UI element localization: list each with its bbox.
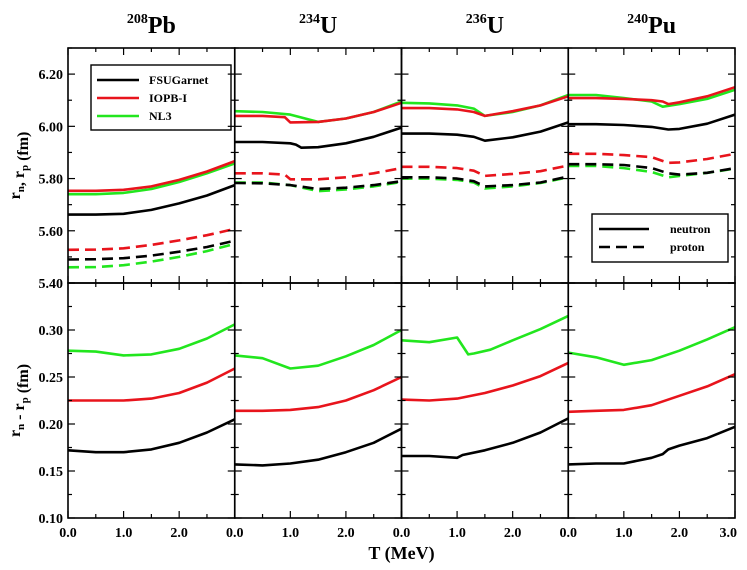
y-tick-label-top: 5.80 [39, 173, 64, 188]
series-240Pu-fsugarnet-proton-radius [568, 162, 736, 176]
axes-labels: 5.40 5.60 5.80 6.00 6.20 0.10 0.15 0.20 0.25 0.30… [7, 68, 737, 564]
series-236U-iopb-i-proton-radius [401, 164, 569, 178]
legend-styles-box [591, 213, 729, 263]
y-tick-label-top: 6.00 [39, 120, 64, 135]
legend-label-neutron: neutron [670, 222, 711, 236]
y-tick-label-bottom: 0.25 [39, 371, 64, 386]
x-tick-label: 0.0 [59, 526, 77, 541]
legend-label-fsugarnet: FSUGarnet [149, 73, 208, 87]
y-tick-label-top: 5.60 [39, 225, 64, 240]
series-208Pb-nl3-proton-radius [67, 242, 236, 269]
series-236U-fsugarnet-skin [401, 417, 569, 460]
panel-frame-bottom [567, 282, 736, 519]
series-234U-iopb-i-skin [234, 375, 403, 413]
panel-title-240Pu: 240Pu [627, 12, 676, 39]
series-208Pb-fsugarnet-skin [67, 418, 236, 454]
y-tick-label-top: 6.20 [39, 68, 64, 83]
plot-area [67, 85, 736, 467]
series-234U-fsugarnet-neutron-radius [234, 126, 402, 149]
series-234U-fsugarnet-skin [234, 427, 403, 467]
x-tick-label: 2.0 [504, 526, 522, 541]
series-240Pu-iopb-i-skin [568, 373, 736, 414]
y-axis-title-top: rn, rp (fm) [7, 132, 32, 200]
panel-title-208Pb: 208Pb [127, 12, 176, 39]
series-208Pb-nl3-skin [67, 323, 236, 357]
panel-title-234U: 234U [299, 12, 337, 39]
x-tick-label: 0.0 [393, 526, 411, 541]
legend-label-proton: proton [670, 240, 705, 254]
x-tick-label: 1.0 [615, 526, 633, 541]
series-234U-nl3-skin [234, 328, 403, 370]
panel-frame-bottom [233, 282, 403, 519]
series-240Pu-fsugarnet-skin [568, 425, 736, 466]
x-tick-label: 3.0 [720, 526, 738, 541]
series-236U-nl3-proton-radius [401, 176, 569, 190]
legend-styles: neutron proton [591, 213, 729, 263]
series-236U-nl3-skin [401, 314, 569, 356]
series-240Pu-nl3-proton-radius [568, 164, 736, 179]
x-tick-label: 0.0 [560, 526, 578, 541]
x-axis-title: T (MeV) [368, 543, 434, 564]
y-axis-title-bottom: rn - rp (fm) [7, 364, 32, 437]
series-234U-iopb-i-neutron-radius [234, 101, 402, 124]
panel-titles: 208Pb 234U 236U 240Pu [127, 12, 676, 39]
series-236U-iopb-i-skin [401, 361, 569, 402]
y-tick-label-bottom: 0.15 [39, 465, 64, 480]
series-234U-fsugarnet-proton-radius [234, 179, 402, 191]
series-208Pb-fsugarnet-neutron-radius [68, 183, 236, 216]
x-tick-label: 1.0 [448, 526, 466, 541]
y-tick-label-bottom: 0.10 [39, 512, 64, 527]
legend-label-nl3: NL3 [149, 109, 172, 123]
x-tick-label: 2.0 [337, 526, 355, 541]
legend-models: FSUGarnet IOPB-I NL3 [90, 64, 232, 131]
series-236U-fsugarnet-neutron-radius [401, 121, 569, 142]
series-208Pb-nl3-neutron-radius [68, 162, 236, 196]
x-tick-label: 2.0 [170, 526, 188, 541]
x-tick-label: 1.0 [115, 526, 133, 541]
legend-label-iopb-i: IOPB-I [149, 91, 187, 105]
series-236U-iopb-i-neutron-radius [401, 95, 569, 118]
series-208Pb-iopb-i-skin [68, 367, 236, 402]
y-tick-label-top: 5.40 [39, 277, 64, 292]
y-tick-label-bottom: 0.30 [39, 324, 64, 339]
panel-frame-top [233, 47, 403, 284]
series-208Pb-iopb-i-proton-radius [67, 227, 236, 252]
series-240Pu-iopb-i-proton-radius [568, 152, 736, 165]
x-tick-label: 2.0 [671, 526, 689, 541]
panel-title-236U: 236U [466, 12, 504, 39]
x-tick-label: 0.0 [226, 526, 244, 541]
y-tick-label-bottom: 0.20 [39, 418, 64, 433]
series-208Pb-iopb-i-neutron-radius [68, 159, 236, 193]
series-240Pu-nl3-neutron-radius [568, 88, 736, 108]
series-236U-fsugarnet-proton-radius [401, 175, 569, 188]
x-tick-label: 1.0 [282, 526, 300, 541]
series-208Pb-fsugarnet-proton-radius [67, 239, 236, 261]
series-234U-iopb-i-proton-radius [234, 166, 402, 181]
series-240Pu-fsugarnet-neutron-radius [568, 113, 736, 131]
series-240Pu-nl3-skin [568, 326, 736, 367]
series-240Pu-iopb-i-neutron-radius [568, 85, 736, 106]
